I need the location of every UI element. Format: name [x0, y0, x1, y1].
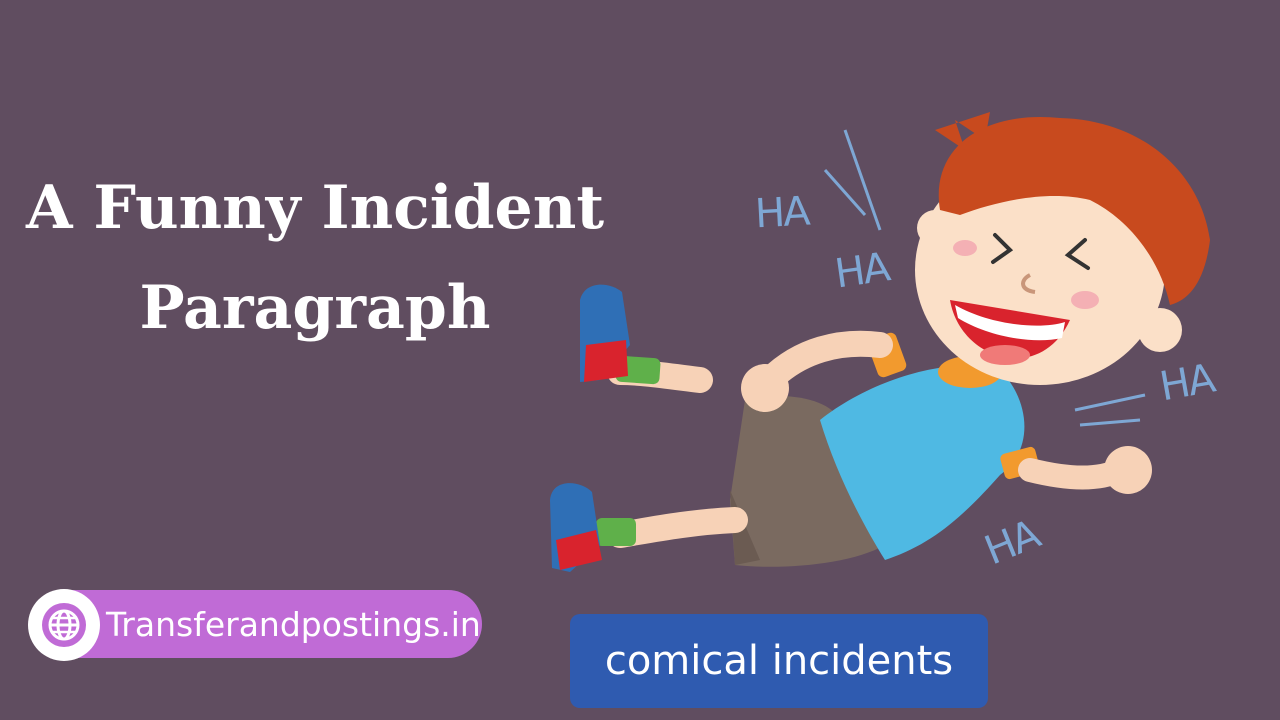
title-line-1: A Funny Incident	[25, 173, 605, 243]
page-title: A Funny Incident Paragraph	[20, 158, 610, 358]
site-badge[interactable]	[34, 590, 482, 658]
laugh-text: HA	[832, 244, 892, 298]
tag-label: comical incidents	[604, 638, 954, 684]
site-label[interactable]: Transferandpostings.in	[106, 605, 481, 644]
laugh-text: HA	[753, 188, 810, 238]
laugh-text: HA	[1156, 355, 1218, 411]
laughing-boy-illustration	[550, 112, 1210, 572]
tag-badge	[570, 614, 988, 708]
globe-icon	[28, 589, 100, 661]
title-line-2: Paragraph	[139, 273, 491, 343]
